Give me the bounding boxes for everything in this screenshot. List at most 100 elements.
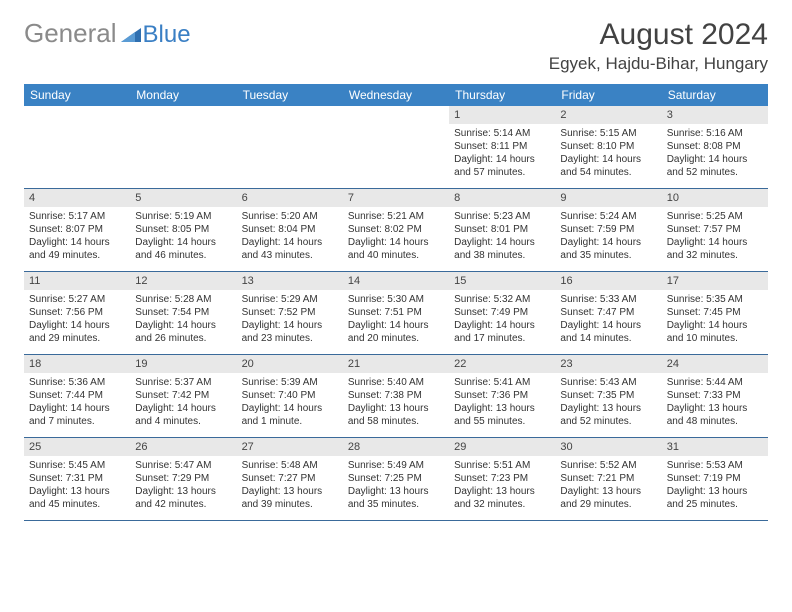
daylight1-text: Daylight: 13 hours [454, 485, 550, 498]
daylight1-text: Daylight: 14 hours [135, 236, 231, 249]
day-number: 2 [555, 106, 661, 124]
day-cell: 27Sunrise: 5:48 AMSunset: 7:27 PMDayligh… [237, 438, 343, 520]
daylight1-text: Daylight: 14 hours [454, 236, 550, 249]
day-cell-empty [24, 106, 130, 188]
day-number: 26 [130, 438, 236, 456]
sunrise-text: Sunrise: 5:44 AM [667, 376, 763, 389]
day-number: 11 [24, 272, 130, 290]
day-header: Wednesday [343, 84, 449, 106]
daylight2-text: and 23 minutes. [242, 332, 338, 345]
day-cell: 21Sunrise: 5:40 AMSunset: 7:38 PMDayligh… [343, 355, 449, 437]
week-row: 4Sunrise: 5:17 AMSunset: 8:07 PMDaylight… [24, 189, 768, 272]
logo: General Blue [24, 18, 191, 49]
sunset-text: Sunset: 7:44 PM [29, 389, 125, 402]
daylight2-text: and 49 minutes. [29, 249, 125, 262]
day-cell: 7Sunrise: 5:21 AMSunset: 8:02 PMDaylight… [343, 189, 449, 271]
daylight1-text: Daylight: 14 hours [454, 319, 550, 332]
daylight1-text: Daylight: 14 hours [667, 153, 763, 166]
day-number: 21 [343, 355, 449, 373]
day-number: 25 [24, 438, 130, 456]
daylight2-text: and 52 minutes. [667, 166, 763, 179]
day-cell: 15Sunrise: 5:32 AMSunset: 7:49 PMDayligh… [449, 272, 555, 354]
day-cell: 14Sunrise: 5:30 AMSunset: 7:51 PMDayligh… [343, 272, 449, 354]
sunset-text: Sunset: 7:21 PM [560, 472, 656, 485]
daylight2-text: and 20 minutes. [348, 332, 444, 345]
daylight2-text: and 42 minutes. [135, 498, 231, 511]
daylight2-text: and 10 minutes. [667, 332, 763, 345]
day-cell: 12Sunrise: 5:28 AMSunset: 7:54 PMDayligh… [130, 272, 236, 354]
day-cell-empty [343, 106, 449, 188]
day-cell: 5Sunrise: 5:19 AMSunset: 8:05 PMDaylight… [130, 189, 236, 271]
day-header: Saturday [662, 84, 768, 106]
daylight1-text: Daylight: 14 hours [454, 153, 550, 166]
daylight2-text: and 38 minutes. [454, 249, 550, 262]
daylight2-text: and 14 minutes. [560, 332, 656, 345]
sunrise-text: Sunrise: 5:33 AM [560, 293, 656, 306]
daylight2-text: and 55 minutes. [454, 415, 550, 428]
day-number: 3 [662, 106, 768, 124]
sunset-text: Sunset: 7:38 PM [348, 389, 444, 402]
daylight2-text: and 17 minutes. [454, 332, 550, 345]
day-cell: 23Sunrise: 5:43 AMSunset: 7:35 PMDayligh… [555, 355, 661, 437]
daylight1-text: Daylight: 14 hours [667, 236, 763, 249]
sunset-text: Sunset: 7:59 PM [560, 223, 656, 236]
daylight2-text: and 29 minutes. [560, 498, 656, 511]
logo-text-general: General [24, 18, 117, 49]
week-row: 1Sunrise: 5:14 AMSunset: 8:11 PMDaylight… [24, 106, 768, 189]
sunrise-text: Sunrise: 5:16 AM [667, 127, 763, 140]
day-cell: 6Sunrise: 5:20 AMSunset: 8:04 PMDaylight… [237, 189, 343, 271]
sunset-text: Sunset: 8:07 PM [29, 223, 125, 236]
daylight2-text: and 35 minutes. [348, 498, 444, 511]
daylight2-text: and 1 minute. [242, 415, 338, 428]
day-cell: 30Sunrise: 5:52 AMSunset: 7:21 PMDayligh… [555, 438, 661, 520]
day-number: 14 [343, 272, 449, 290]
sunset-text: Sunset: 8:01 PM [454, 223, 550, 236]
sunset-text: Sunset: 8:02 PM [348, 223, 444, 236]
sunset-text: Sunset: 7:52 PM [242, 306, 338, 319]
calendar-page: General Blue August 2024 Egyek, Hajdu-Bi… [0, 0, 792, 539]
day-cell: 18Sunrise: 5:36 AMSunset: 7:44 PMDayligh… [24, 355, 130, 437]
daylight1-text: Daylight: 14 hours [242, 402, 338, 415]
sunrise-text: Sunrise: 5:23 AM [454, 210, 550, 223]
sunrise-text: Sunrise: 5:24 AM [560, 210, 656, 223]
day-number: 23 [555, 355, 661, 373]
daylight1-text: Daylight: 13 hours [667, 402, 763, 415]
daylight1-text: Daylight: 13 hours [242, 485, 338, 498]
day-number: 4 [24, 189, 130, 207]
daylight1-text: Daylight: 13 hours [560, 485, 656, 498]
daylight2-text: and 57 minutes. [454, 166, 550, 179]
daylight2-text: and 29 minutes. [29, 332, 125, 345]
day-cell-empty [130, 106, 236, 188]
day-number: 17 [662, 272, 768, 290]
day-number: 16 [555, 272, 661, 290]
sunrise-text: Sunrise: 5:35 AM [667, 293, 763, 306]
daylight1-text: Daylight: 14 hours [667, 319, 763, 332]
daylight1-text: Daylight: 14 hours [29, 402, 125, 415]
day-cell: 22Sunrise: 5:41 AMSunset: 7:36 PMDayligh… [449, 355, 555, 437]
day-header-row: SundayMondayTuesdayWednesdayThursdayFrid… [24, 84, 768, 106]
day-cell: 19Sunrise: 5:37 AMSunset: 7:42 PMDayligh… [130, 355, 236, 437]
day-header: Thursday [449, 84, 555, 106]
sunset-text: Sunset: 7:33 PM [667, 389, 763, 402]
day-cell: 10Sunrise: 5:25 AMSunset: 7:57 PMDayligh… [662, 189, 768, 271]
day-cell: 28Sunrise: 5:49 AMSunset: 7:25 PMDayligh… [343, 438, 449, 520]
calendar-grid: SundayMondayTuesdayWednesdayThursdayFrid… [24, 84, 768, 521]
daylight1-text: Daylight: 13 hours [560, 402, 656, 415]
day-number: 1 [449, 106, 555, 124]
daylight2-text: and 26 minutes. [135, 332, 231, 345]
sunrise-text: Sunrise: 5:47 AM [135, 459, 231, 472]
day-number: 8 [449, 189, 555, 207]
day-number: 15 [449, 272, 555, 290]
day-number: 30 [555, 438, 661, 456]
daylight2-text: and 39 minutes. [242, 498, 338, 511]
day-number: 6 [237, 189, 343, 207]
header: General Blue August 2024 Egyek, Hajdu-Bi… [24, 18, 768, 74]
sunset-text: Sunset: 7:51 PM [348, 306, 444, 319]
day-header: Monday [130, 84, 236, 106]
day-number: 12 [130, 272, 236, 290]
sunrise-text: Sunrise: 5:51 AM [454, 459, 550, 472]
sunrise-text: Sunrise: 5:25 AM [667, 210, 763, 223]
sunrise-text: Sunrise: 5:49 AM [348, 459, 444, 472]
sunset-text: Sunset: 7:56 PM [29, 306, 125, 319]
weeks-container: 1Sunrise: 5:14 AMSunset: 8:11 PMDaylight… [24, 106, 768, 521]
